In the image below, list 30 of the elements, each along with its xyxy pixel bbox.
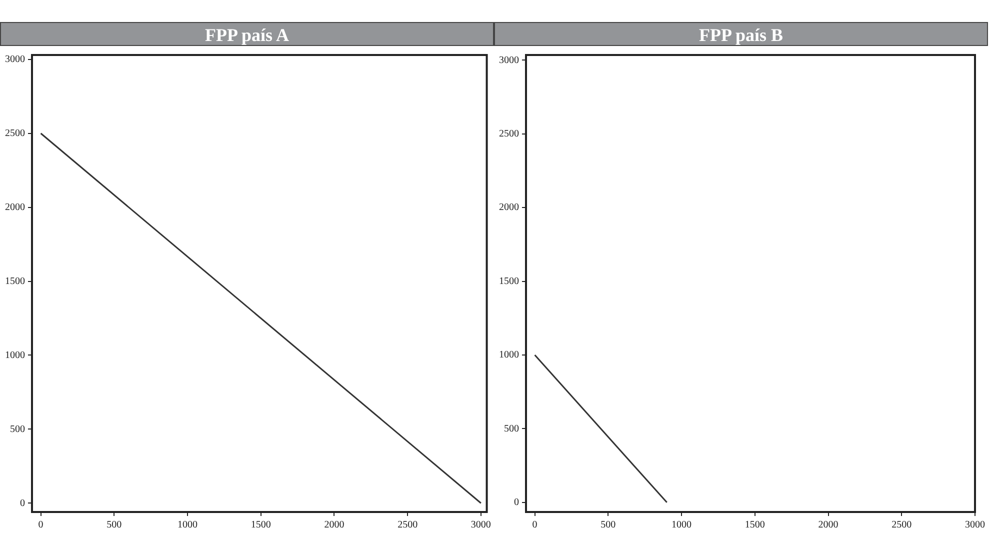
x-tick-label: 1500 — [744, 520, 765, 531]
y-tick-label: 3000 — [5, 54, 25, 66]
x-tick-label: 1000 — [672, 520, 692, 531]
y-tick-label: 2500 — [5, 128, 25, 140]
y-tick-label: 1500 — [5, 276, 25, 287]
y-tick-label: 1500 — [499, 276, 519, 287]
x-tick-label: 500 — [600, 520, 616, 531]
x-tick-label: 2000 — [324, 520, 344, 531]
chart-title: FPP país A — [0, 22, 494, 46]
x-tick-label: 3000 — [470, 520, 491, 531]
x-tick-label: 1000 — [178, 520, 198, 531]
x-tick-label: 0 — [38, 520, 44, 531]
y-tick-label: 2500 — [499, 128, 519, 140]
y-tick-label: 2000 — [499, 202, 519, 214]
x-tick-label: 0 — [532, 520, 538, 531]
x-tick-label: 2000 — [818, 520, 838, 531]
y-tick-label: 0 — [514, 497, 519, 508]
x-tick-label: 1500 — [250, 520, 271, 531]
y-tick-label: 500 — [10, 424, 25, 435]
x-tick-label: 2500 — [892, 520, 912, 531]
y-tick-label: 2000 — [5, 202, 25, 213]
y-tick-label: 1000 — [499, 350, 519, 361]
chart-title: FPP país B — [494, 22, 988, 46]
y-tick-label: 0 — [20, 498, 25, 509]
x-tick-label: 3000 — [965, 520, 985, 531]
y-tick-label: 500 — [504, 423, 519, 434]
y-tick-label: 3000 — [499, 54, 519, 66]
y-tick-label: 1000 — [5, 350, 25, 361]
x-tick-label: 500 — [106, 520, 122, 531]
x-tick-label: 2500 — [398, 520, 418, 531]
